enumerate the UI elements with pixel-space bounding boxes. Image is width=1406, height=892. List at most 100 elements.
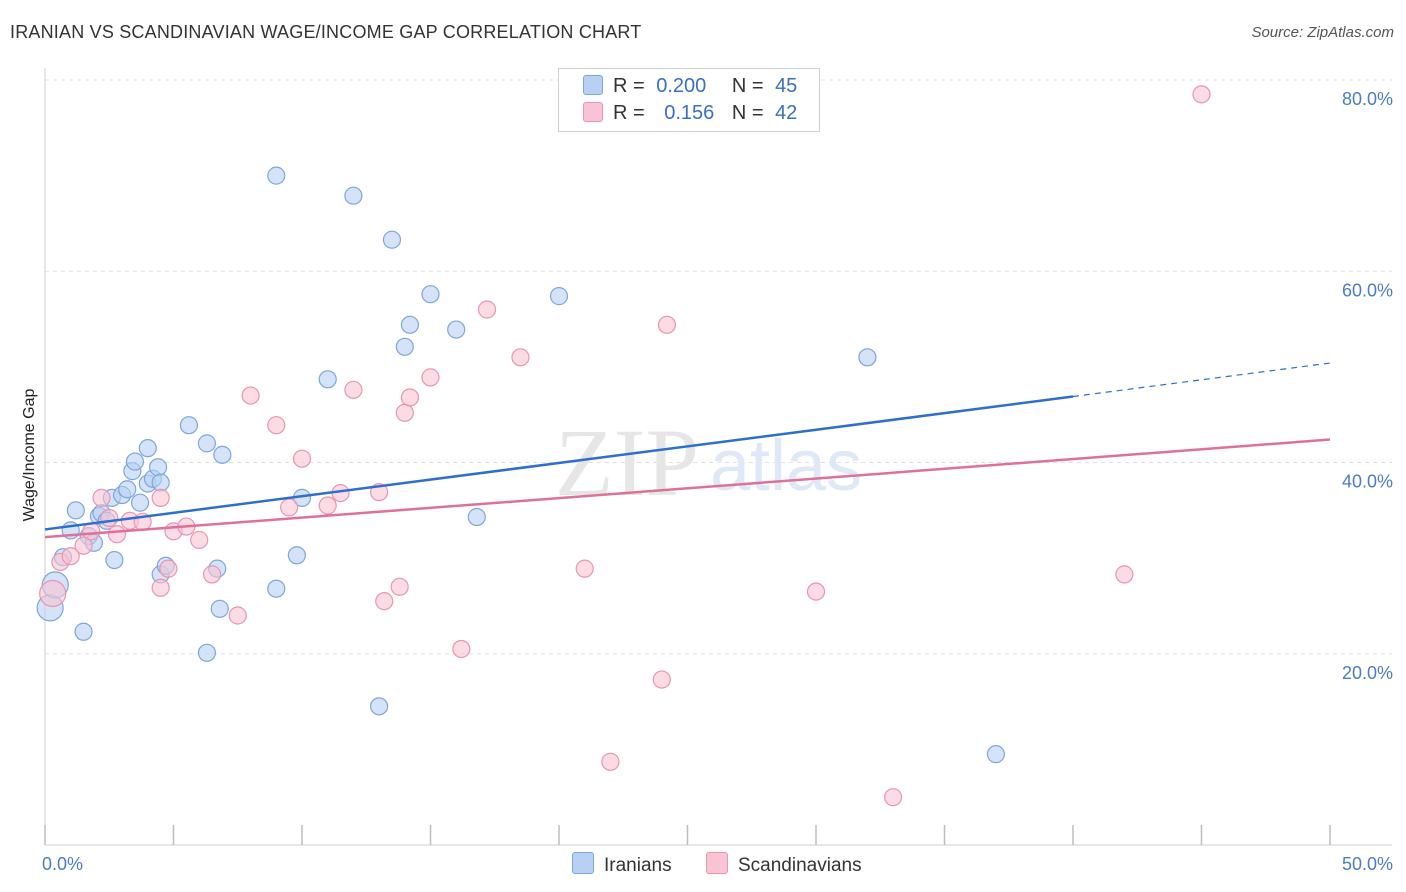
scandinavian-point (652, 670, 671, 689)
chart-source: Source: ZipAtlas.com (1251, 24, 1394, 41)
scandinavian-point (39, 579, 67, 608)
iranian-point (421, 285, 440, 304)
iranian-point (179, 416, 199, 435)
legend-n-label: N = (731, 102, 764, 124)
scandinavian-point (806, 582, 826, 601)
iranian-point (105, 550, 124, 570)
tick-labels: 20.0% 40.0% 60.0% 80.0% 0.0% 50.0% (42, 89, 1393, 874)
scandinavian-point (92, 488, 111, 507)
y-tick-label: 60.0% (1342, 280, 1393, 300)
scandinavian-trend-line (44, 438, 1331, 539)
iranian-point (138, 439, 157, 458)
watermark: ZIP atlas (555, 409, 862, 516)
iranian-point (213, 445, 232, 464)
iranian-point (125, 452, 145, 471)
iranian-point (382, 230, 402, 249)
iranian-point (267, 579, 286, 598)
y-tick-label: 80.0% (1342, 89, 1393, 109)
iranian-point (447, 320, 466, 339)
bottom-legend-scandinavians: Scandinavians (706, 852, 862, 877)
correlation-legend: R = 0.200 N = 45 R = 0.156 N = 42 (558, 68, 820, 132)
scandinavian-point (228, 606, 247, 625)
scandinavian-point (421, 368, 440, 387)
scandinavian-point (883, 788, 903, 807)
scandinavian-point (477, 300, 497, 319)
iranian-point (66, 501, 85, 520)
iranian-point (74, 622, 93, 641)
iranian-point (151, 473, 170, 492)
scandinavian-point (280, 498, 299, 517)
legend-r-label: R = (613, 75, 645, 97)
x-tick-label: 0.0% (42, 854, 83, 874)
y-axis-label: Wage/Income Gap (21, 389, 38, 522)
scandinavian-point (107, 525, 127, 544)
legend-r-value: 0.200 (656, 75, 707, 97)
iranian-point (370, 697, 389, 716)
scandinavian-point (61, 547, 80, 566)
scandinavian-point (292, 449, 312, 468)
scandinavian-point (400, 388, 420, 407)
iranian-point (148, 458, 168, 477)
scandinavian-point (601, 752, 620, 771)
bottom-legend-iranians: Iranians (572, 852, 672, 877)
scandinavian-point (1115, 565, 1134, 584)
iranian-point (395, 337, 414, 356)
iranian-point (986, 745, 1006, 764)
bottom-legend-swatch-blue (572, 852, 594, 874)
scandinavian-point (511, 348, 530, 367)
iranian-point (130, 493, 150, 512)
scandinavian-point (575, 559, 594, 578)
iranian-trend-line (44, 395, 1074, 531)
iranian-point (344, 186, 363, 205)
scandinavian-point (74, 536, 93, 555)
data-points (36, 85, 1211, 807)
scandinavian-point (344, 380, 363, 399)
legend-n-label: N = (731, 75, 764, 97)
iranian-point (858, 348, 877, 367)
scandinavian-point (390, 577, 409, 596)
legend-n-value: 45 (775, 75, 798, 97)
iranian-point (210, 599, 229, 618)
legend-row-iranians: R = 0.200 N = 45 (583, 75, 797, 101)
iranian-point (267, 166, 286, 185)
scandinavian-point (657, 315, 677, 334)
bottom-legend-swatch-pink (706, 852, 728, 874)
watermark-zip: ZIP (555, 409, 699, 516)
scandinavian-point (151, 578, 170, 597)
iranian-point (318, 370, 337, 389)
iranian-point (197, 643, 217, 662)
iranian-point (400, 315, 420, 334)
iranian-trend-extension (1072, 362, 1331, 398)
chart-title: IRANIAN VS SCANDINAVIAN WAGE/INCOME GAP … (10, 22, 642, 42)
iranian-point (118, 480, 137, 499)
scandinavian-point (100, 508, 119, 528)
bottom-legend-label: Iranians (604, 855, 672, 876)
y-tick-label: 20.0% (1342, 663, 1393, 683)
legend-swatch-blue (583, 75, 603, 95)
scandinavian-point (395, 403, 414, 422)
watermark-atlas: atlas (710, 426, 862, 506)
legend-swatch-pink (583, 102, 603, 122)
iranian-point (287, 546, 306, 565)
axes (44, 68, 1392, 846)
trend-lines (44, 362, 1331, 539)
scandinavian-point (159, 559, 178, 578)
scandinavian-point (1192, 85, 1211, 104)
scandinavian-point (318, 496, 337, 515)
legend-row-scandinavians: R = 0.156 N = 42 (583, 102, 797, 128)
scandinavian-point (375, 592, 394, 611)
iranian-point (197, 434, 217, 453)
iranian-point (467, 507, 486, 527)
scandinavian-point (151, 488, 170, 507)
y-tick-label: 40.0% (1342, 472, 1393, 492)
scandinavian-point (202, 565, 222, 584)
scandinavian-point (267, 416, 286, 435)
x-tick-label: 50.0% (1342, 854, 1393, 874)
bottom-legend-label: Scandinavians (738, 855, 862, 876)
legend-r-label: R = (613, 102, 645, 124)
legend-r-value: 0.156 (664, 102, 715, 124)
iranian-point (549, 287, 569, 306)
scandinavian-point (452, 639, 471, 659)
legend-n-value: 42 (775, 102, 798, 124)
